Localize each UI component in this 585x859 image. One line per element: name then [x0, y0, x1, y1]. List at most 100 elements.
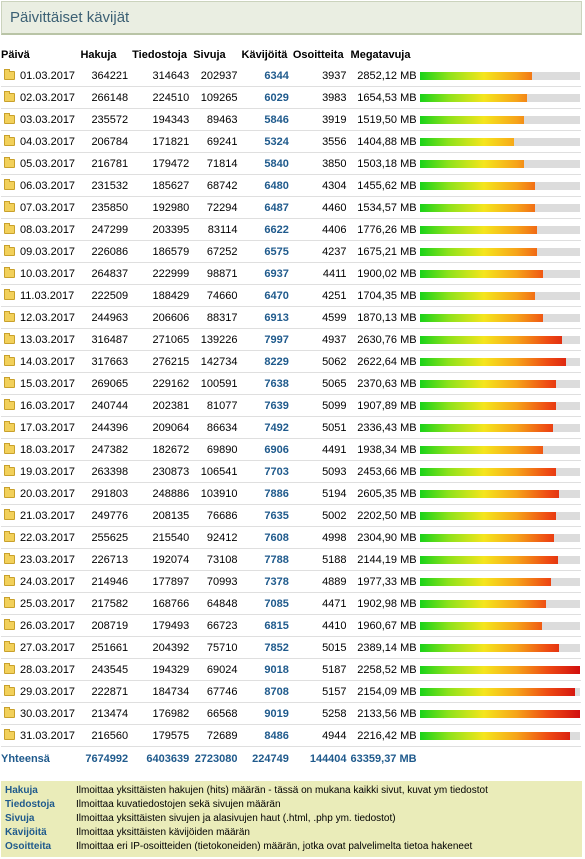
- date-text: 04.03.2017: [20, 135, 76, 148]
- cell-bar: [419, 658, 581, 681]
- date-text: 11.03.2017: [20, 289, 75, 302]
- legend-text: Ilmoittaa yksittäisten hakujen (hits) mä…: [76, 785, 488, 796]
- cell-hakuja: 291803: [80, 482, 133, 505]
- cell-date: 15.03.2017: [1, 372, 81, 395]
- traffic-bar-track: [419, 247, 580, 256]
- cell-bar: [419, 130, 581, 153]
- header-sivuja: Sivuja: [193, 48, 226, 61]
- cell-kavijoita: 5846: [241, 108, 293, 131]
- date-text: 18.03.2017: [20, 443, 76, 456]
- cell-sivuja: 86634: [193, 416, 242, 439]
- date-text: 08.03.2017: [20, 223, 76, 236]
- cell-bar: [419, 636, 581, 659]
- traffic-bar-track: [419, 269, 580, 278]
- table-row: 30.03.2017 213474 176982 66568 9019 5258 2133,…: [1, 702, 581, 725]
- cell-bar: [419, 328, 581, 351]
- table-row: 12.03.2017 244963 206606 88317 6913 4599 1870,…: [1, 306, 581, 329]
- cell-tiedostoja: 229162: [132, 372, 194, 395]
- cell-megatavuja: 1404,88 MB: [350, 130, 420, 153]
- total-sivuja: 2723080: [194, 753, 238, 765]
- cell-bar: [419, 570, 581, 593]
- table-row: 13.03.2017 316487 271065 139226 7997 4937 2630…: [1, 328, 581, 351]
- cell-bar: [419, 174, 581, 197]
- cell-sivuja: 89463: [193, 108, 242, 131]
- traffic-bar-fill: [419, 93, 527, 102]
- date-text: 09.03.2017: [20, 245, 76, 258]
- folder-icon: [4, 640, 15, 652]
- cell-megatavuja: 2154,09 MB: [350, 680, 420, 703]
- cell-sivuja: 75710: [193, 636, 242, 659]
- traffic-bar-fill: [419, 225, 537, 234]
- traffic-bar-track: [419, 533, 580, 542]
- cell-megatavuja: 1776,26 MB: [350, 218, 420, 241]
- cell-hakuja: 213474: [80, 702, 133, 725]
- traffic-bar-track: [419, 577, 580, 586]
- cell-megatavuja: 1675,21 MB: [350, 240, 420, 263]
- cell-osoitteita: 4410: [292, 614, 351, 637]
- cell-kavijoita: 7886: [241, 482, 293, 505]
- legend-text: Ilmoittaa eri IP-osoitteiden (tietokonei…: [76, 841, 473, 852]
- traffic-bar-fill: [419, 643, 559, 652]
- table-row: 16.03.2017 240744 202381 81077 7639 5099 1907,…: [1, 394, 581, 417]
- cell-osoitteita: 5002: [292, 504, 351, 527]
- traffic-bar-fill: [419, 401, 556, 410]
- table-row: 05.03.2017 216781 179472 71814 5840 3850 1503,…: [1, 152, 581, 175]
- traffic-bar-track: [419, 555, 580, 564]
- cell-date: 12.03.2017: [1, 306, 81, 329]
- cell-kavijoita: 8708: [241, 680, 293, 703]
- folder-icon: [4, 156, 15, 168]
- traffic-bar-track: [419, 159, 580, 168]
- folder-icon: [4, 244, 15, 256]
- cell-bar: [419, 218, 581, 241]
- cell-kavijoita: 6937: [241, 262, 293, 285]
- traffic-bar-fill: [419, 489, 559, 498]
- table-row: 27.03.2017 251661 204392 75710 7852 5015 2389,…: [1, 636, 581, 659]
- table-row: 25.03.2017 217582 168766 64848 7085 4471 1902,…: [1, 592, 581, 615]
- cell-sivuja: 66723: [193, 614, 242, 637]
- folder-icon: [4, 420, 15, 432]
- table-row: 26.03.2017 208719 179493 66723 6815 4410 1960,…: [1, 614, 581, 637]
- cell-megatavuja: 1534,57 MB: [350, 196, 420, 219]
- cell-osoitteita: 4889: [292, 570, 351, 593]
- cell-megatavuja: 1900,02 MB: [350, 262, 420, 285]
- traffic-bar-track: [419, 357, 580, 366]
- traffic-bar-fill: [419, 115, 524, 124]
- total-kavijoita: 224749: [252, 753, 289, 765]
- traffic-bar-fill: [419, 533, 554, 542]
- cell-hakuja: 243545: [80, 658, 133, 681]
- table-row: 20.03.2017 291803 248886 103910 7886 5194 2605…: [1, 482, 581, 505]
- cell-sivuja: 69241: [193, 130, 242, 153]
- header-tiedostoja: Tiedostoja: [132, 48, 187, 61]
- cell-bar: [419, 394, 581, 417]
- cell-hakuja: 364221: [80, 65, 133, 87]
- cell-sivuja: 92412: [193, 526, 242, 549]
- folder-icon: [4, 398, 15, 410]
- cell-kavijoita: 7635: [241, 504, 293, 527]
- cell-date: 22.03.2017: [1, 526, 81, 549]
- totals-row: Yhteensä 7674992 6403639 2723080 224749 …: [1, 747, 581, 772]
- folder-icon: [4, 332, 15, 344]
- date-text: 31.03.2017: [20, 729, 76, 742]
- cell-tiedostoja: 179472: [132, 152, 194, 175]
- cell-date: 11.03.2017: [1, 284, 81, 307]
- date-text: 27.03.2017: [20, 641, 76, 654]
- folder-icon: [4, 464, 15, 476]
- cell-hakuja: 244963: [80, 306, 133, 329]
- traffic-bar-track: [419, 643, 580, 652]
- cell-osoitteita: 5258: [292, 702, 351, 725]
- cell-kavijoita: 6344: [241, 65, 293, 87]
- cell-osoitteita: 4491: [292, 438, 351, 461]
- table-row: 03.03.2017 235572 194343 89463 5846 3919 1519,…: [1, 108, 581, 131]
- date-text: 01.03.2017: [20, 69, 76, 82]
- traffic-bar-track: [419, 379, 580, 388]
- header-hakuja: Hakuja: [80, 48, 117, 61]
- cell-tiedostoja: 271065: [132, 328, 194, 351]
- cell-kavijoita: 5840: [241, 152, 293, 175]
- table-row: 19.03.2017 263398 230873 106541 7703 5093 2453…: [1, 460, 581, 483]
- cell-megatavuja: 2133,56 MB: [350, 702, 420, 725]
- cell-sivuja: 109265: [193, 86, 242, 109]
- cell-hakuja: 216781: [80, 152, 133, 175]
- folder-icon: [4, 376, 15, 388]
- cell-date: 25.03.2017: [1, 592, 81, 615]
- cell-megatavuja: 1503,18 MB: [350, 152, 420, 175]
